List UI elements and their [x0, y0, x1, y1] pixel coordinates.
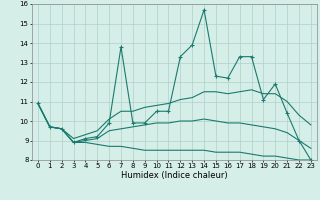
X-axis label: Humidex (Indice chaleur): Humidex (Indice chaleur) [121, 171, 228, 180]
